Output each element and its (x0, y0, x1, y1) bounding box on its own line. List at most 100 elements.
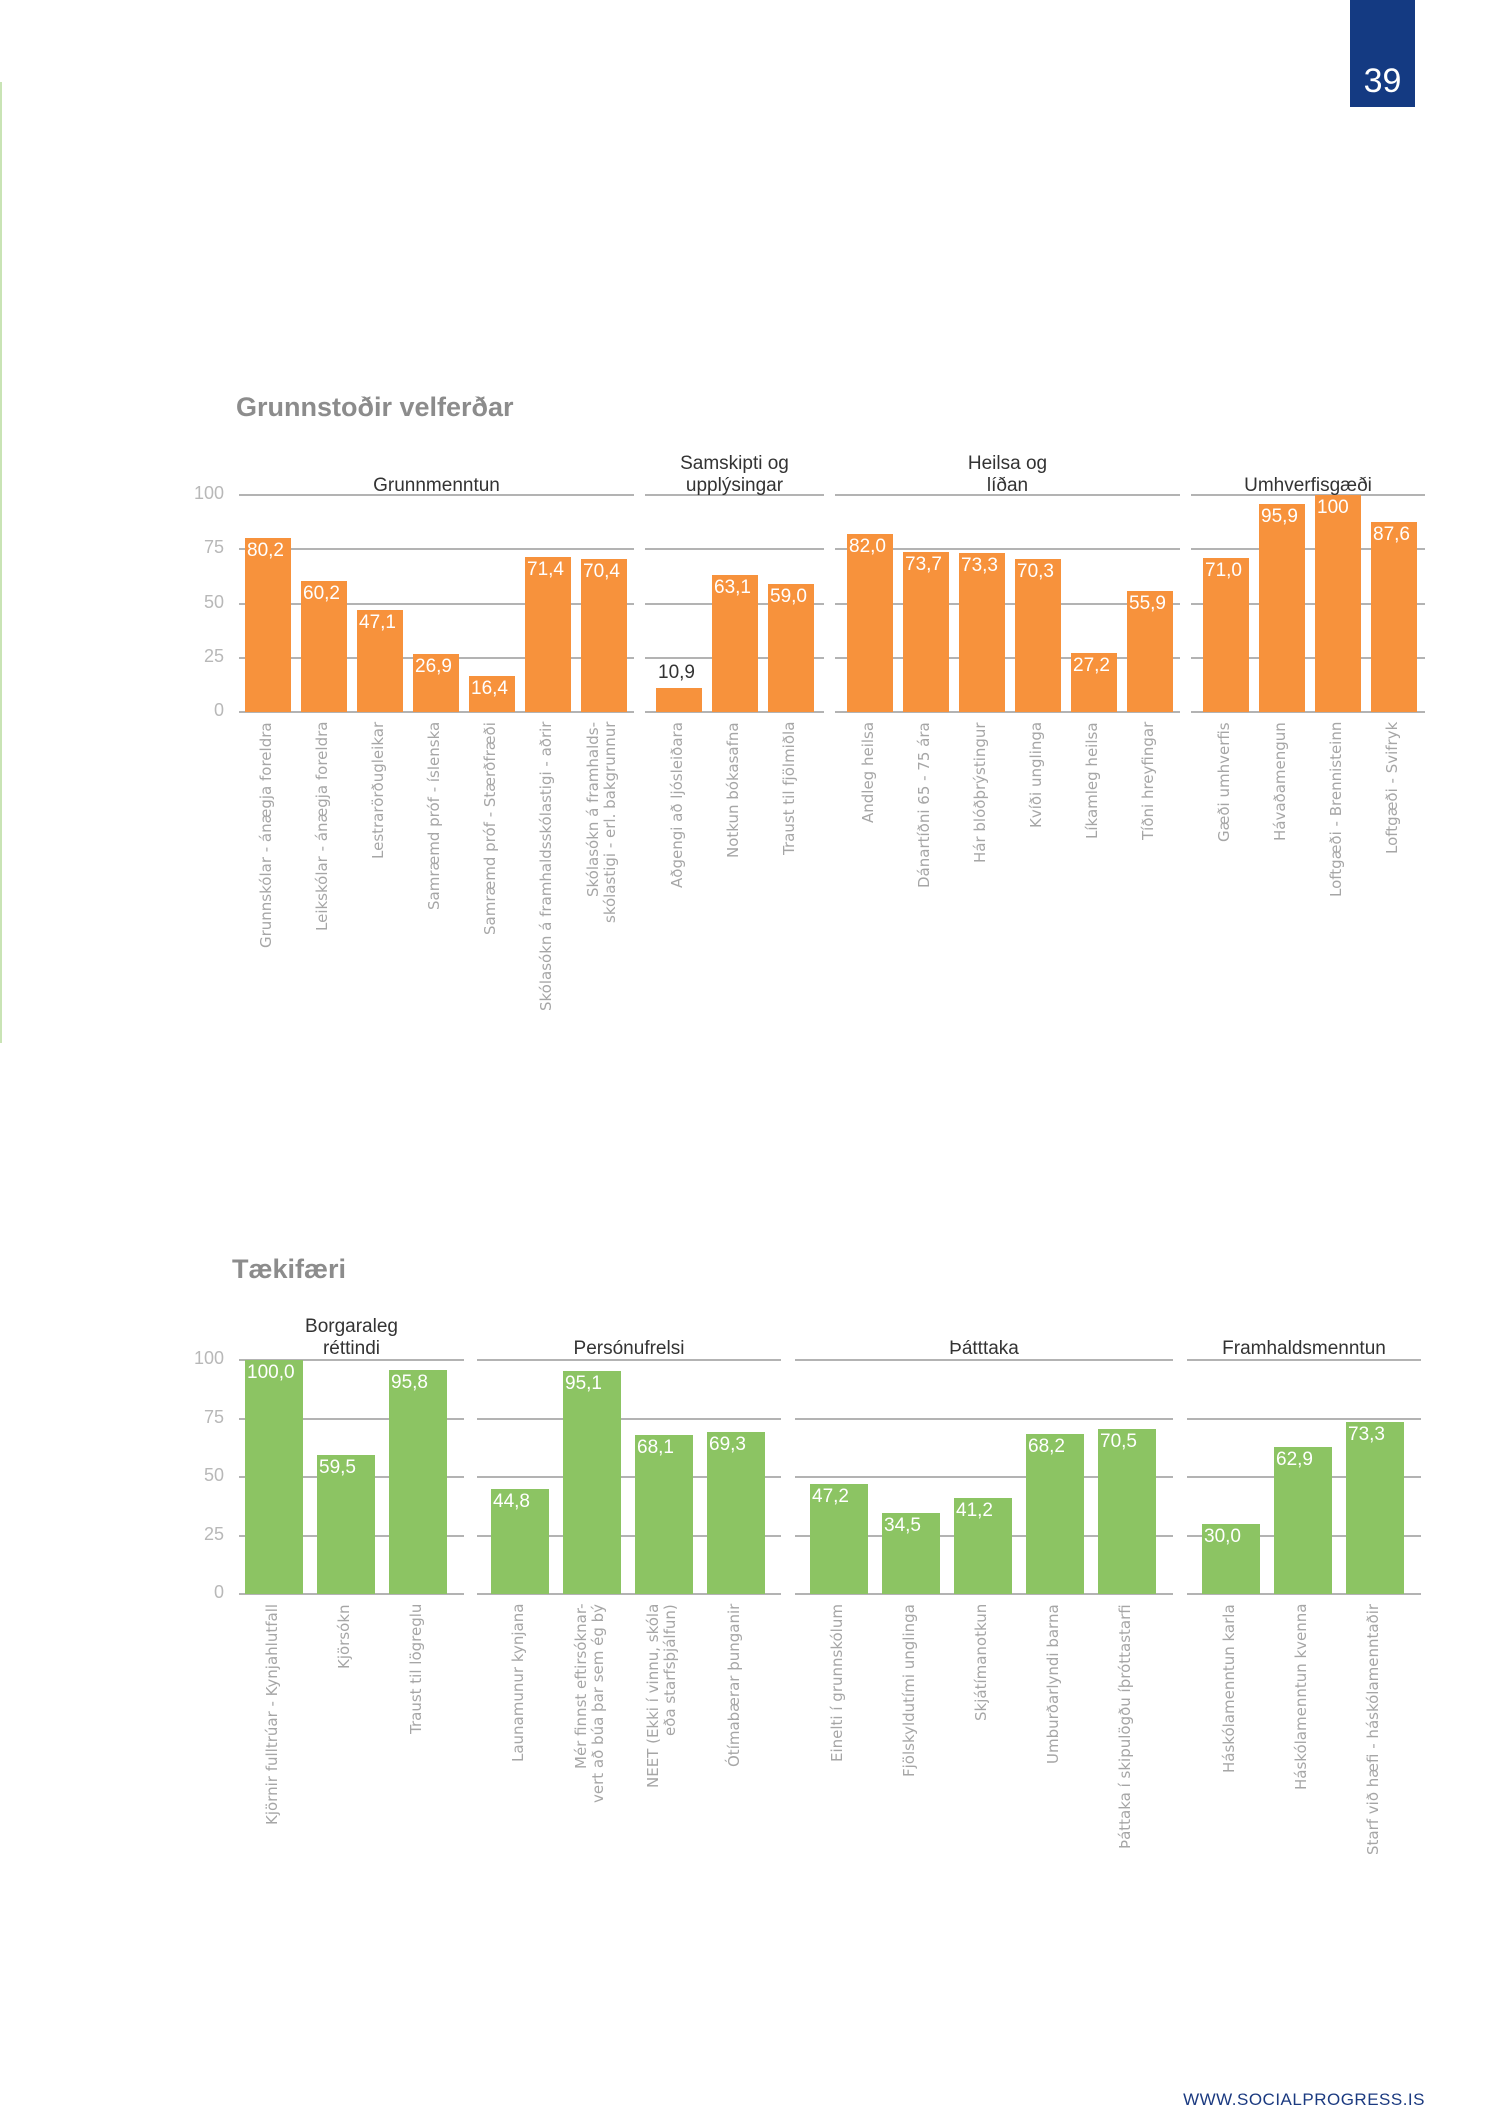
gridline (239, 711, 634, 713)
chart-taekifaeri: 0 25 50 75 100 Borgaraleg réttindi 100,0 Kjörni… (193, 1316, 1421, 1855)
group-header: Heilsa og líðan (967, 453, 1048, 496)
gridline (1187, 1359, 1421, 1361)
bar-value-label: 87,6 (1373, 523, 1410, 545)
gridline (835, 711, 1180, 713)
bar-value-label: 41,2 (956, 1499, 993, 1521)
group-header: Persónufrelsi (573, 1338, 685, 1359)
gridline (477, 1359, 781, 1361)
x-axis-label: Skjátímanotkun (971, 1604, 990, 1722)
bar[interactable] (1071, 652, 1117, 712)
bar[interactable] (1015, 559, 1061, 712)
bar-value-label: 100,0 (247, 1362, 295, 1383)
bar[interactable] (1202, 1523, 1260, 1594)
gridline (477, 1534, 781, 1537)
gridline (239, 494, 634, 496)
bar-value-label: 34,5 (884, 1515, 921, 1537)
footer-url[interactable]: WWW.SOCIALPROGRESS.IS (1183, 2090, 1425, 2109)
bar-value-label: 26,9 (415, 655, 452, 677)
bar[interactable] (810, 1483, 868, 1594)
bar-value-label: 73,3 (961, 554, 998, 576)
gridline (477, 1476, 781, 1478)
group-header: Framhaldsmenntun (1222, 1338, 1386, 1359)
gridline (795, 1417, 1173, 1420)
gridline (1191, 602, 1425, 605)
bar[interactable] (1203, 557, 1249, 712)
bar[interactable] (389, 1369, 447, 1594)
y-tick-label: 0 (213, 700, 224, 720)
bar-value-label: 95,9 (1261, 505, 1298, 527)
x-axis-label: Háskólamenntun kvenna (1291, 1604, 1310, 1791)
bar[interactable] (413, 653, 459, 712)
bar-value-label: 73,3 (1348, 1424, 1385, 1446)
bar-value-label: 59,5 (319, 1456, 356, 1478)
gridline (239, 548, 634, 551)
bar[interactable] (847, 534, 893, 712)
group-header: Grunnmenntun (373, 475, 500, 496)
group-header: Borgaraleg réttindi (305, 1316, 398, 1359)
gridline (1191, 711, 1425, 713)
bar[interactable] (1026, 1434, 1084, 1594)
bar[interactable] (563, 1371, 621, 1594)
bar[interactable] (357, 609, 403, 712)
page-number-box: 39 (1350, 0, 1415, 107)
gridline (239, 1417, 464, 1420)
bar-value-label: 70,4 (583, 561, 620, 583)
gridline (1191, 548, 1425, 551)
bar[interactable] (317, 1454, 375, 1594)
bar[interactable] (768, 583, 814, 712)
bar[interactable] (954, 1497, 1012, 1594)
bar[interactable] (712, 575, 758, 712)
group-header: Samskipti og upplýsingar (680, 453, 789, 496)
bar-value-label: 16,4 (471, 678, 508, 700)
y-tick-label: 100 (193, 1348, 224, 1368)
bar-value-label: 55,9 (1129, 592, 1166, 614)
bar-value-label: 100 (1317, 497, 1349, 518)
bar[interactable] (581, 559, 627, 712)
bar[interactable] (1098, 1429, 1156, 1594)
bar[interactable] (301, 581, 347, 712)
bar-value-label: 59,0 (770, 585, 807, 607)
bar[interactable] (959, 552, 1005, 712)
bar[interactable] (1346, 1422, 1404, 1594)
y-tick-label: 50 (203, 591, 224, 612)
bar-value-label: 80,2 (247, 539, 284, 561)
bar[interactable] (882, 1513, 940, 1594)
bar[interactable] (635, 1434, 693, 1594)
bar[interactable] (1259, 503, 1305, 712)
bar[interactable] (903, 552, 949, 712)
gridline (645, 711, 824, 713)
bar[interactable] (707, 1431, 765, 1594)
bar[interactable] (491, 1489, 549, 1594)
y-tick-label: 75 (203, 1406, 224, 1427)
bar[interactable] (656, 688, 702, 712)
bar[interactable] (245, 537, 291, 712)
bar-value-label: 71,4 (527, 559, 564, 581)
chart-title-taekifaeri: Tækifæri (232, 1254, 347, 1284)
bar[interactable] (245, 1360, 303, 1594)
bar[interactable] (1315, 495, 1361, 712)
gridline (1191, 494, 1425, 496)
gridline (239, 1593, 464, 1595)
bar[interactable] (469, 676, 515, 712)
x-axis-label: Umburðarlyndi barna (1043, 1604, 1062, 1764)
bar-value-label: 47,1 (359, 611, 396, 633)
bar-value-label: 47,2 (812, 1485, 849, 1507)
bar[interactable] (1274, 1446, 1332, 1594)
gridline (835, 548, 1180, 551)
gridline (835, 494, 1180, 496)
bar[interactable] (1127, 590, 1173, 712)
bar[interactable] (1371, 521, 1417, 712)
bar[interactable] (525, 557, 571, 712)
bar-value-label: 30,0 (1204, 1525, 1241, 1547)
gridline (477, 1593, 781, 1595)
x-axis-label: NEET (Ekki í vinnu, skóla eða starfsþjál… (644, 1604, 679, 1789)
gridline (1187, 1417, 1421, 1420)
bar-value-label: 73,7 (905, 554, 942, 576)
x-axis-label: Mér finnst eftirsóknar- vert að búa þar … (572, 1604, 607, 1804)
group-header: Þátttaka (949, 1338, 1019, 1359)
x-axis-label: Háskólamenntun karla (1219, 1604, 1238, 1773)
bar-value-label: 68,1 (637, 1436, 674, 1458)
bar-value-label: 70,3 (1017, 561, 1054, 583)
bar-value-label: 70,5 (1100, 1431, 1137, 1453)
x-axis-label: Traust til lögreglu (406, 1604, 425, 1735)
